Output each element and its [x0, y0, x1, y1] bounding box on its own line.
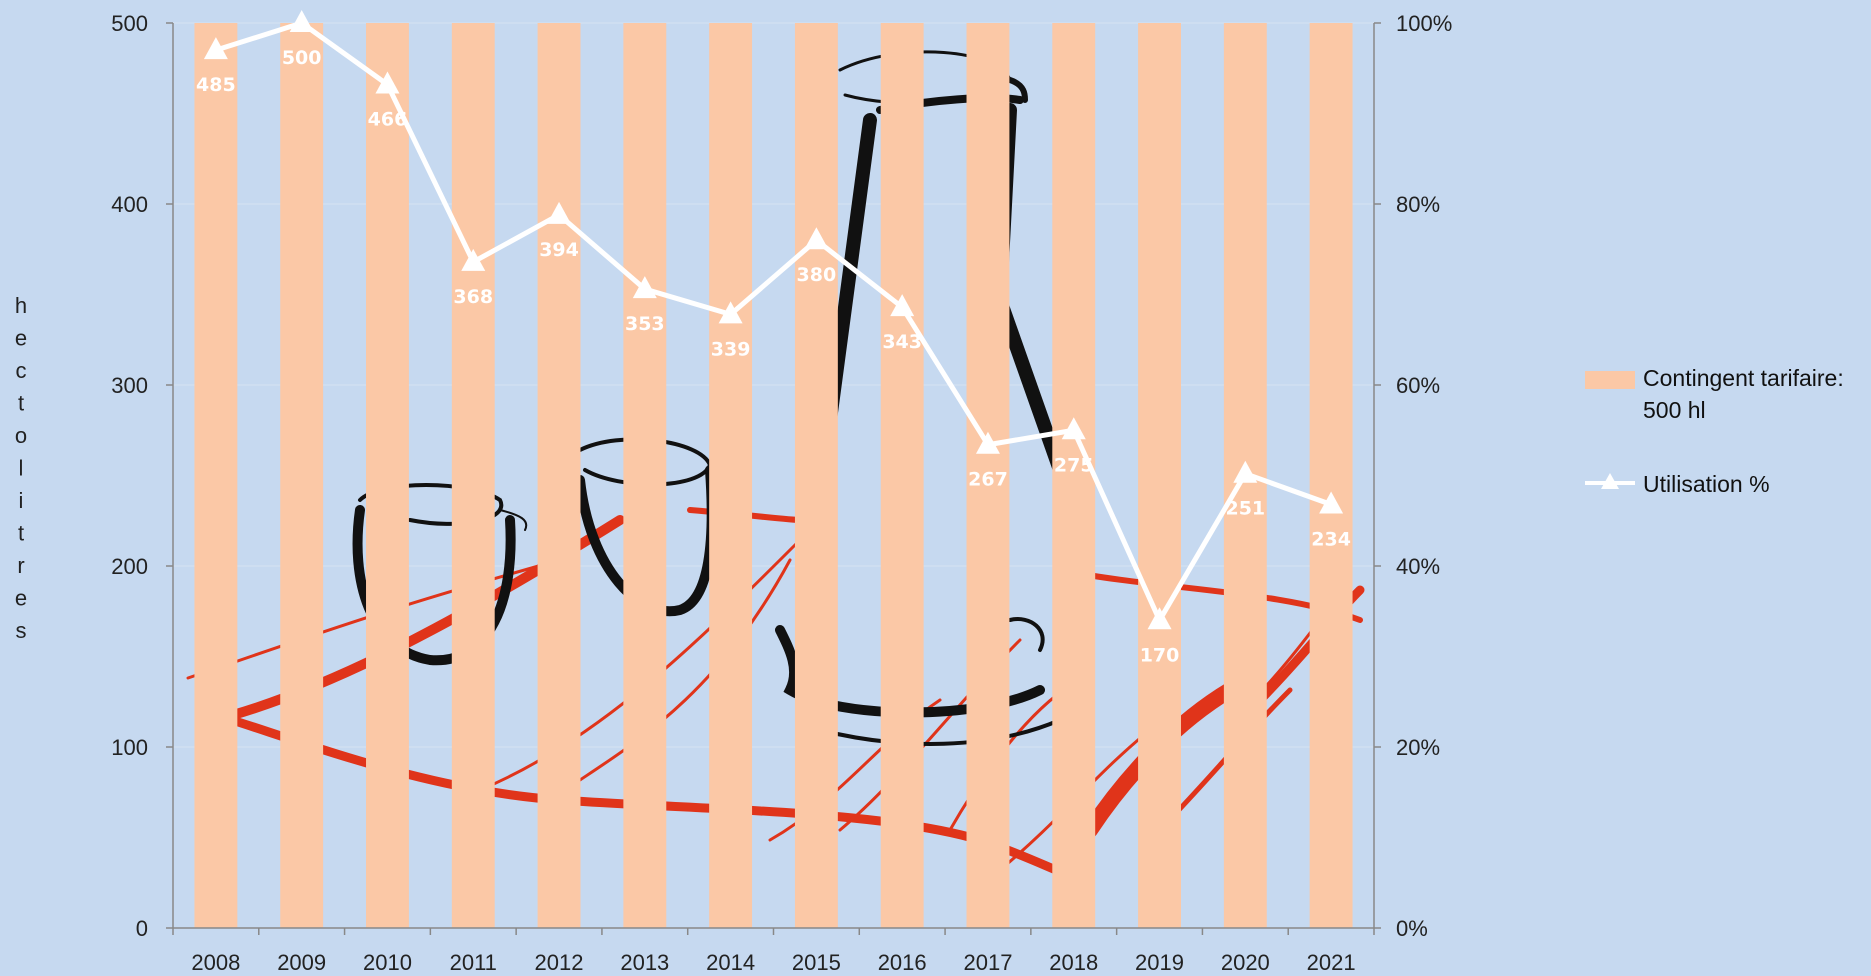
- x-tick-label: 2010: [363, 950, 412, 975]
- x-tick-label: 2018: [1049, 950, 1098, 975]
- x-tick-label: 2009: [277, 950, 326, 975]
- bar-2015: [794, 23, 838, 928]
- x-tick-label: 2008: [191, 950, 240, 975]
- bar-2021: [1309, 23, 1353, 928]
- data-label-2015: 380: [797, 264, 837, 286]
- data-label-2020: 251: [1225, 498, 1265, 520]
- marker-2020: [1233, 460, 1258, 483]
- y-axis-label-letter: h: [15, 293, 27, 318]
- axes: [166, 22, 1381, 935]
- y2-tick-label: 80%: [1396, 192, 1440, 217]
- data-label-2014: 339: [711, 338, 751, 360]
- marker-2014: [718, 301, 743, 324]
- y-tick-label: 300: [111, 373, 148, 398]
- bar-2013: [623, 23, 667, 928]
- x-tick-label: 2019: [1135, 950, 1184, 975]
- x-tick-label: 2016: [878, 950, 927, 975]
- utilisation-line: [215, 20, 1332, 623]
- tick-labels: 0 100 200 300 400 500 0% 20% 40% 60% 80% 100% 2008 20…: [111, 11, 1452, 975]
- marker-2017: [975, 431, 1000, 454]
- gridlines: [173, 22, 1374, 748]
- y-axis-label-letter: e: [15, 326, 27, 351]
- data-label-2012: 394: [539, 239, 579, 261]
- legend-line-label: Utilisation %: [1643, 471, 1770, 497]
- legend: Contingent tarifaire: 500 hl Utilisation…: [1585, 362, 1871, 500]
- y-axis-label-letter: l: [19, 456, 24, 481]
- marker-2018: [1061, 417, 1086, 440]
- y-axis-label-letter: c: [16, 358, 27, 383]
- y-tick-label: 400: [111, 192, 148, 217]
- bar-2014: [709, 23, 753, 928]
- x-tick-label: 2014: [706, 950, 755, 975]
- marker-2015: [804, 227, 829, 250]
- y-axis-label-letter: t: [18, 521, 24, 546]
- data-label-2008: 485: [196, 74, 236, 96]
- bar-2008: [194, 23, 238, 928]
- bar-2019: [1138, 23, 1181, 928]
- y-axis-label-letter: t: [18, 391, 24, 416]
- bar-2016: [880, 23, 924, 928]
- marker-2009: [289, 10, 314, 32]
- legend-bar-label: Contingent tarifaire: 500 hl: [1643, 365, 1844, 423]
- marker-2016: [890, 294, 915, 317]
- x-tick-label: 2013: [620, 950, 669, 975]
- x-tick-label: 2021: [1307, 950, 1356, 975]
- marker-2012: [547, 201, 572, 224]
- data-label-2016: 343: [882, 331, 922, 353]
- legend-bar-swatch: [1585, 371, 1635, 389]
- marker-2011: [461, 248, 486, 271]
- bar-2011: [451, 23, 495, 928]
- teapot-cups-illustration: [186, 50, 1365, 885]
- x-tick-label: 2015: [792, 950, 841, 975]
- data-label-2010: 466: [368, 109, 408, 131]
- marker-2013: [632, 276, 657, 299]
- y-tick-label: 500: [111, 11, 148, 36]
- line-series: [203, 10, 1344, 630]
- data-label-2009: 500: [282, 47, 322, 69]
- y2-tick-label: 0%: [1396, 916, 1428, 941]
- y-tick-label: 100: [111, 735, 148, 760]
- x-tick-label: 2017: [963, 950, 1012, 975]
- bar-2009: [280, 23, 324, 928]
- bar-2012: [537, 23, 581, 928]
- bar-2018: [1052, 23, 1096, 928]
- y2-tick-label: 20%: [1396, 735, 1440, 760]
- data-label-2019: 170: [1140, 644, 1180, 666]
- y2-tick-label: 40%: [1396, 554, 1440, 579]
- data-label-2018: 275: [1054, 454, 1094, 476]
- marker-2008: [203, 37, 228, 60]
- bar-series: [194, 23, 1353, 928]
- y2-tick-label: 100%: [1396, 11, 1452, 36]
- x-tick-label: 2011: [450, 950, 497, 975]
- marker-2021: [1319, 491, 1344, 514]
- y-axis-label-letter: s: [16, 618, 27, 643]
- bar-2010: [366, 23, 409, 928]
- y-axis-label-letter: r: [17, 553, 24, 578]
- y-axis-label-letter: e: [15, 586, 27, 611]
- data-label-2017: 267: [968, 469, 1008, 491]
- x-tick-label: 2020: [1221, 950, 1270, 975]
- y-tick-label: 200: [111, 554, 148, 579]
- legend-line-swatch: [1585, 473, 1635, 489]
- y-axis-label-letter: i: [19, 488, 24, 513]
- x-tick-label: 2012: [535, 950, 584, 975]
- marker-2010: [375, 71, 400, 94]
- y2-tick-label: 60%: [1396, 373, 1440, 398]
- y-axis-label-letter: o: [15, 423, 27, 448]
- legend-item-utilisation: Utilisation %: [1585, 468, 1871, 500]
- legend-item-contingent: Contingent tarifaire: 500 hl: [1585, 362, 1871, 426]
- data-label-2011: 368: [453, 286, 493, 308]
- data-labels: 485 500 466 368 394 353 339 380 343 267 275 170 251 2…: [196, 47, 1351, 666]
- bar-2017: [966, 23, 1010, 928]
- marker-2019: [1147, 607, 1172, 630]
- y-tick-label: 0: [136, 916, 148, 941]
- data-label-2021: 234: [1311, 528, 1351, 550]
- data-label-2013: 353: [625, 313, 665, 335]
